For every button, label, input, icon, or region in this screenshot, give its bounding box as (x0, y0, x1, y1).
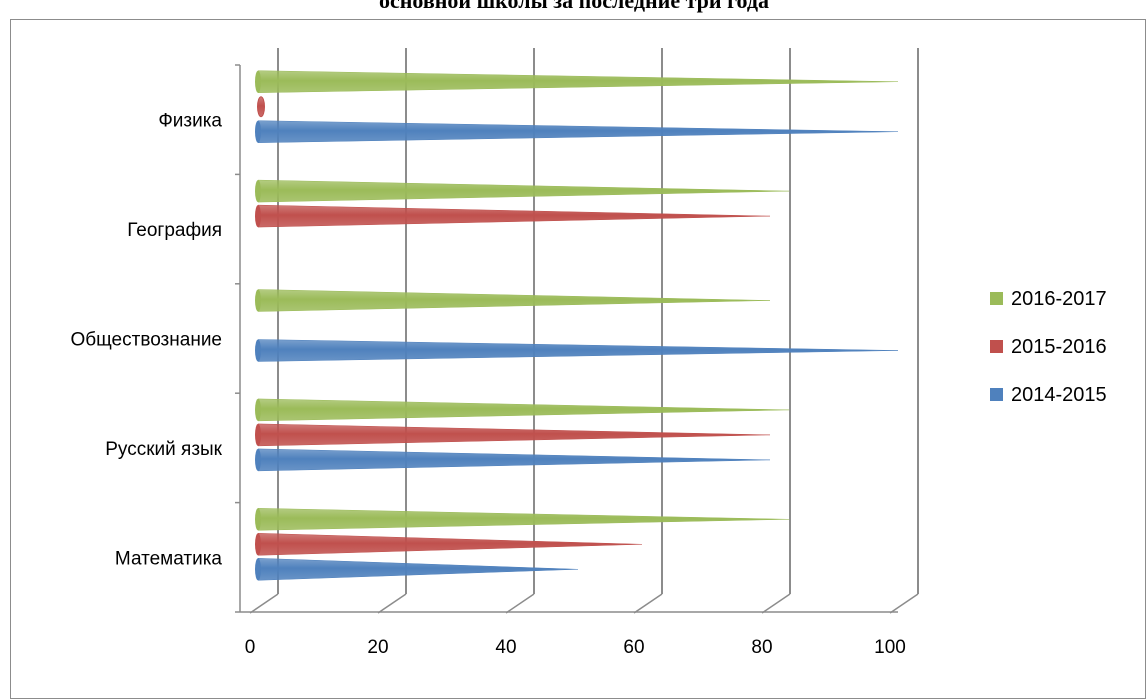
x-tick-label: 60 (623, 637, 644, 658)
axes (235, 64, 898, 613)
x-tick-label: 40 (495, 637, 516, 658)
bar-base (255, 533, 261, 556)
bar (257, 398, 790, 422)
legend: 2016-2017 2015-2016 2014-2015 (990, 288, 1107, 406)
bar-base (255, 558, 261, 581)
bar-base (255, 448, 261, 471)
bar (257, 558, 579, 581)
x-tick-label: 80 (751, 637, 772, 658)
bar-base (255, 423, 261, 446)
bar (257, 423, 771, 447)
bar-base (255, 205, 261, 228)
bars (255, 70, 899, 581)
bar (257, 179, 790, 203)
bar (257, 508, 790, 531)
bar-base (255, 180, 261, 203)
bar (257, 120, 899, 143)
bar (257, 448, 771, 472)
chart-title: основной школы за последние три года (378, 0, 770, 13)
gridline-connector (889, 593, 919, 614)
category-label: Математика (115, 548, 223, 569)
bar (257, 339, 899, 362)
bar (257, 96, 265, 118)
gridline-connector (249, 593, 279, 614)
category-label: Русский язык (105, 439, 222, 460)
gridline-connector (377, 593, 407, 614)
x-tick-label: 20 (367, 637, 388, 658)
legend-swatch (990, 388, 1003, 401)
x-tick-label: 100 (874, 637, 906, 658)
bar-base (255, 289, 261, 312)
bar-chart: 0 20 40 60 80 100 Физика География Обществознани… (70, 48, 1107, 658)
bar (257, 289, 771, 312)
bar-base (255, 70, 261, 93)
category-label: Физика (158, 111, 222, 132)
gridline-connector (761, 593, 791, 614)
legend-label: 2015-2016 (1011, 336, 1107, 358)
x-tick-label: 0 (245, 637, 256, 658)
bar-base (255, 339, 261, 362)
legend-label: 2014-2015 (1011, 384, 1107, 406)
gridline-connector (633, 593, 663, 614)
gridline-connector (505, 593, 535, 614)
category-label: География (127, 220, 222, 241)
labels: 0 20 40 60 80 100 Физика География Обществознани… (70, 111, 905, 658)
bar-base (255, 508, 261, 531)
bar-base (255, 398, 261, 421)
bar-base (255, 120, 261, 143)
bar (257, 533, 643, 556)
legend-label: 2016-2017 (1011, 288, 1107, 310)
legend-swatch (990, 340, 1003, 353)
bar (257, 204, 771, 228)
legend-swatch (990, 292, 1003, 305)
bar (257, 70, 899, 93)
category-label: Обществознание (70, 330, 222, 351)
